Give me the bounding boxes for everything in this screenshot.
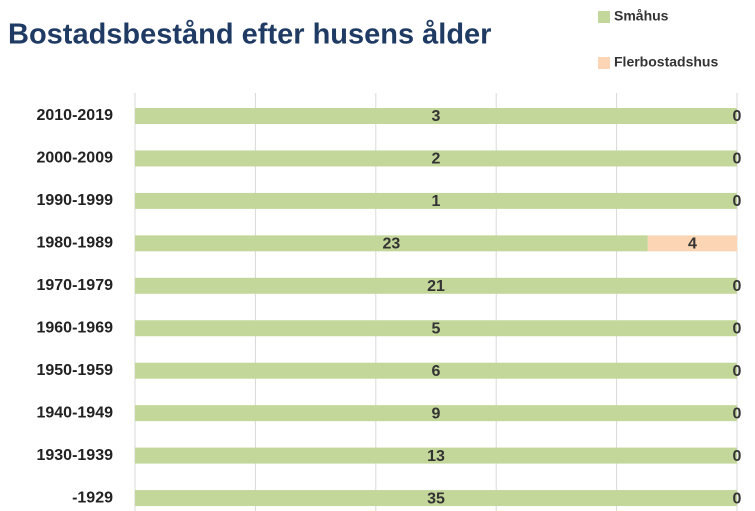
data-label: 0 — [733, 448, 742, 465]
bar — [135, 108, 737, 124]
bar — [135, 405, 737, 422]
y-tick-label: 1960-1969 — [36, 319, 113, 336]
bar — [647, 235, 737, 252]
legend-swatch — [598, 11, 610, 23]
data-label: 0 — [733, 278, 742, 295]
y-tick-label: 1970-1979 — [36, 277, 113, 294]
legend-label: Flerbostadshus — [614, 54, 718, 70]
y-tick-label: 2000-2009 — [36, 150, 113, 167]
data-label: 0 — [733, 320, 742, 337]
data-label: 0 — [733, 108, 742, 125]
data-label: 0 — [733, 151, 742, 168]
bar — [135, 235, 648, 252]
y-tick-label: 2010-2019 — [36, 107, 113, 124]
data-label: 2 — [432, 151, 441, 168]
data-label: 0 — [733, 363, 742, 380]
y-tick-label: 1990-1999 — [36, 192, 113, 209]
legend-label: Småhus — [614, 8, 669, 24]
bar — [135, 447, 737, 464]
y-tick-label: 1940-1949 — [36, 404, 113, 421]
data-label: 1 — [432, 193, 441, 210]
bar — [135, 150, 737, 167]
data-label: 21 — [427, 278, 445, 295]
bar — [135, 362, 737, 379]
data-label: 4 — [688, 236, 697, 253]
bar — [135, 277, 737, 294]
y-tick-label: 1980-1989 — [36, 235, 113, 252]
data-label: 35 — [427, 490, 445, 507]
bar — [135, 320, 737, 337]
data-label: 0 — [733, 193, 742, 210]
data-label: 0 — [733, 490, 742, 507]
data-label: 3 — [432, 108, 441, 125]
data-label: 5 — [432, 320, 441, 337]
y-tick-label: 1950-1959 — [36, 362, 113, 379]
y-tick-label: -1929 — [72, 489, 113, 506]
bar — [135, 490, 737, 507]
data-label: 6 — [432, 363, 441, 380]
data-label: 9 — [432, 405, 441, 422]
legend-swatch — [598, 57, 610, 69]
y-tick-label: 1930-1939 — [36, 447, 113, 464]
data-label: 0 — [733, 405, 742, 422]
data-label: 13 — [427, 448, 445, 465]
chart-title: Bostadsbestånd efter husens ålder — [8, 19, 491, 51]
data-label: 23 — [383, 236, 401, 253]
bar — [135, 192, 737, 209]
